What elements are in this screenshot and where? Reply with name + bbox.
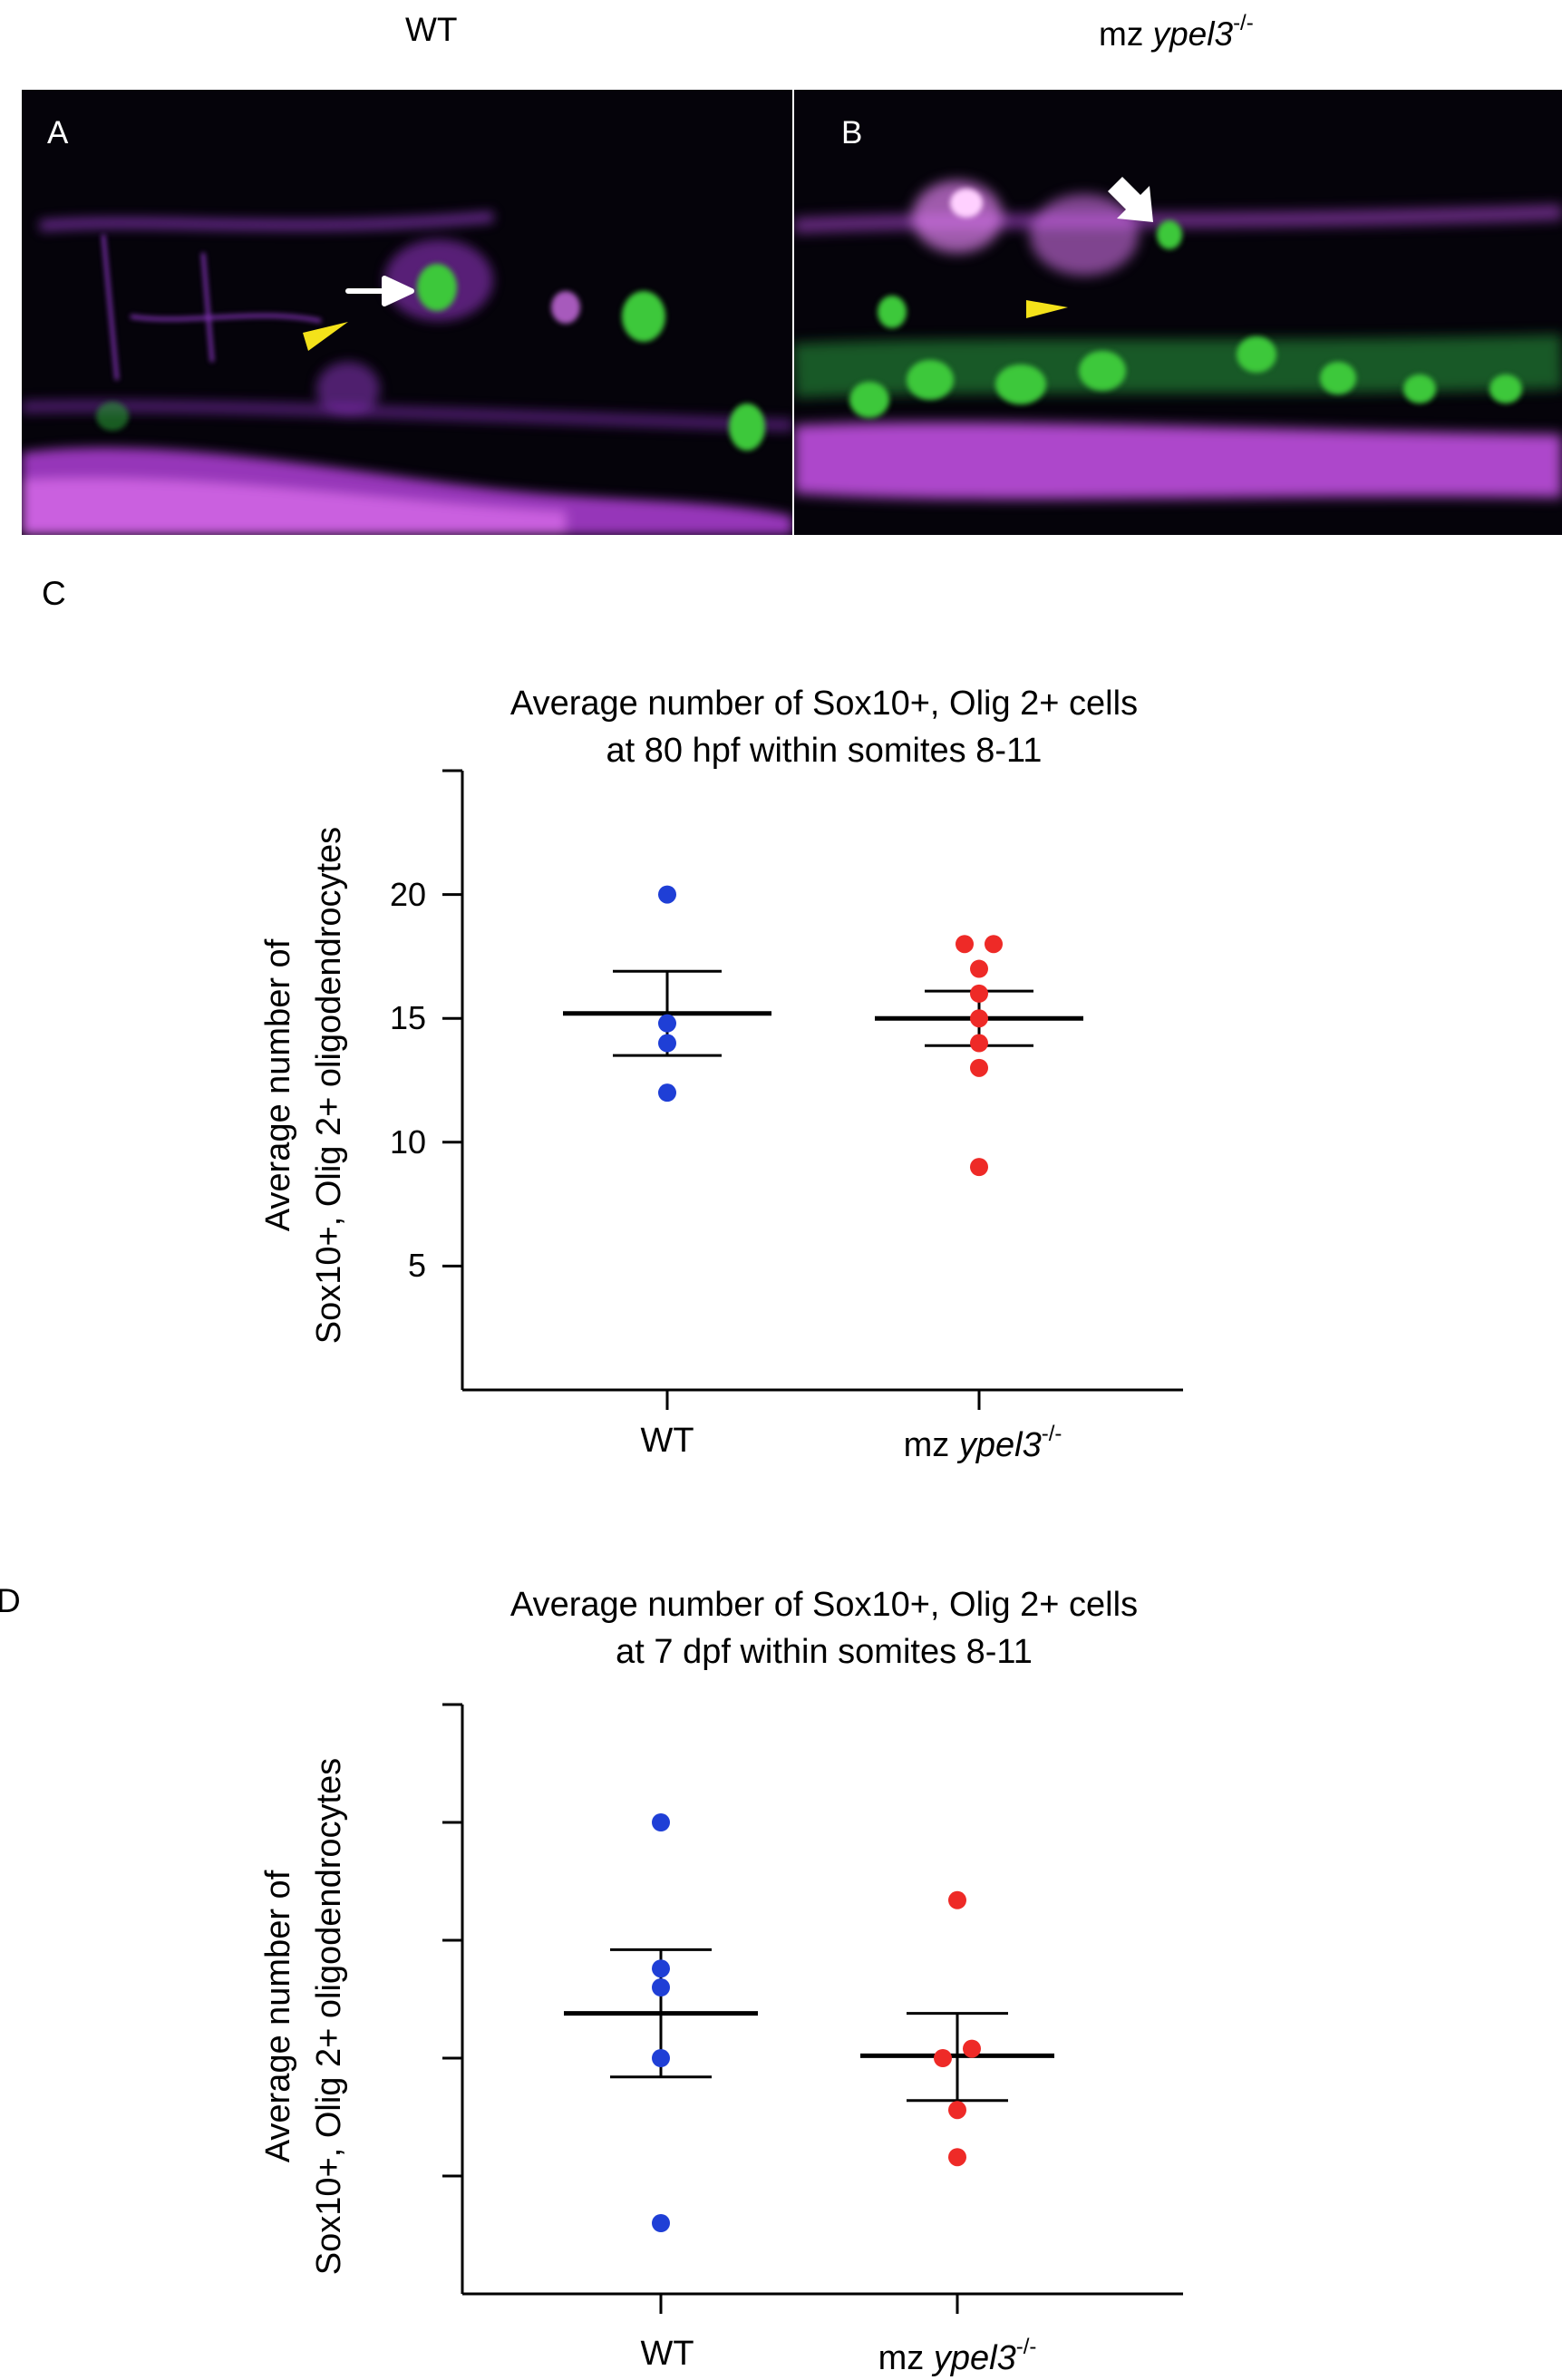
data-point (658, 1034, 676, 1053)
microscopy-image-a (22, 211, 792, 535)
data-point (652, 1978, 670, 1996)
data-point (970, 1034, 988, 1053)
chart-d-xtick-mutant-gene: ypel3 (933, 2339, 1016, 2377)
chart-d-xtick-mutant: mz ypel3-/- (812, 2335, 1102, 2378)
chart-c-xtick-mutant: mz ypel3-/- (838, 1422, 1128, 1465)
data-point (970, 984, 988, 1003)
data-point (970, 1058, 988, 1077)
mutant-title-sup: -/- (1233, 11, 1254, 35)
chart-c-ytick-label: 20 (389, 875, 426, 913)
microscopy-image-b (794, 177, 1562, 500)
panel-letter-d: D (0, 1582, 21, 1619)
data-point (652, 1959, 670, 1978)
data-point (948, 1890, 966, 1909)
chart-c-title-line1: Average number of Sox10+, Olig 2+ cells (509, 685, 1139, 723)
chart-c-title-line2: at 80 hpf within somites 8-11 (606, 732, 1043, 770)
arrowhead-icon (303, 322, 348, 351)
mutant-title-gene: ypel3 (1152, 15, 1234, 53)
chart-c-xtick-mutant-sup: -/- (1041, 1422, 1062, 1446)
microscopy-panel-a: A (22, 90, 792, 535)
wt-column-title: WT (405, 11, 458, 48)
panel-letter-b: B (841, 115, 863, 151)
chart-d-title-line2: at 7 dpf within somites 8-11 (616, 1633, 1033, 1671)
data-point (652, 1813, 670, 1831)
chart-d-title-line1: Average number of Sox10+, Olig 2+ cells (509, 1586, 1139, 1624)
data-point (658, 885, 676, 904)
chart-c-xtick-mutant-gene: ypel3 (958, 1426, 1042, 1464)
data-point (652, 2214, 670, 2232)
chart-c-title: Average number of Sox10+, Olig 2+ cells … (416, 680, 1232, 774)
data-point (963, 2039, 981, 2058)
mutant-column-title: mz ypel3-/- (1099, 11, 1254, 53)
arrow-icon (1108, 177, 1153, 222)
mutant-title-prefix: mz (1099, 15, 1153, 53)
chart-d-xtick-mutant-prefix: mz (878, 2339, 934, 2377)
panel-letter-c: C (42, 575, 66, 612)
chart-d-xtick-wt: WT (640, 2335, 694, 2373)
data-point (658, 1014, 676, 1033)
arrow-icon (345, 276, 414, 306)
panel-letter-a: A (47, 115, 69, 151)
data-point (985, 935, 1003, 954)
chart-c-xtick-mutant-prefix: mz (903, 1426, 959, 1464)
arrowhead-icon (1026, 300, 1068, 318)
chart-c-xtick-wt: WT (640, 1422, 694, 1460)
data-point (934, 2049, 952, 2067)
chart-d-title: Average number of Sox10+, Olig 2+ cells … (416, 1581, 1232, 1676)
data-point (970, 1009, 988, 1028)
microscopy-panel-b: B (794, 90, 1562, 535)
data-point (652, 2049, 670, 2067)
data-point (970, 959, 988, 978)
data-point (658, 1083, 676, 1103)
chart-d-xtick-mutant-sup: -/- (1015, 2335, 1037, 2359)
chart-c-ytick-label: 10 (389, 1122, 426, 1161)
chart-c-ytick-label: 5 (407, 1247, 426, 1285)
chart-c-ytick-label: 15 (389, 999, 426, 1037)
data-point (970, 1158, 988, 1177)
data-point (948, 2148, 966, 2167)
data-point (948, 2101, 966, 2120)
data-point (956, 935, 974, 954)
